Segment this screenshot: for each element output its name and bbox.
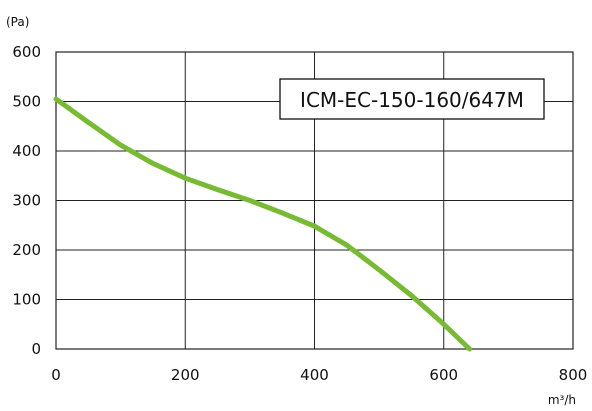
y-tick-label: 600 (12, 43, 41, 61)
x-tick-label: 0 (51, 366, 61, 384)
series-layer (53, 96, 473, 352)
x-tick-label: 200 (171, 366, 200, 384)
x-tick-label: 800 (559, 366, 588, 384)
y-tick-label: 0 (31, 340, 41, 358)
x-tick-label: 600 (429, 366, 458, 384)
x-tick-label: 400 (300, 366, 329, 384)
y-tick-label: 300 (12, 192, 41, 210)
plot-border (55, 51, 574, 350)
y-tick-label: 500 (12, 93, 41, 111)
x-axis-ticks: 0 200 400 600 800 (51, 366, 587, 384)
model-label-box: ICM-EC-150-160/647M (279, 78, 545, 120)
model-label: ICM-EC-150-160/647M (300, 88, 524, 112)
x-axis-label: m³/h (548, 393, 576, 407)
series-line-0 (53, 96, 473, 352)
y-tick-label: 100 (12, 291, 41, 309)
y-axis-label: (Pa) (6, 15, 29, 29)
y-tick-label: 400 (12, 142, 41, 160)
y-axis-ticks: 0 100 200 300 400 500 600 (12, 43, 41, 358)
plot-frame (55, 51, 574, 350)
y-tick-label: 200 (12, 241, 41, 259)
